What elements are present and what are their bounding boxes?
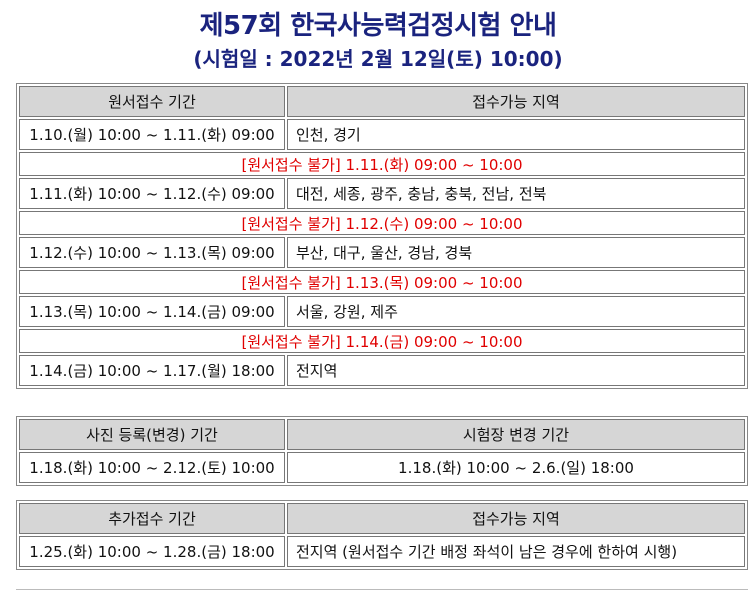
closed-notice: [원서접수 불가] 1.12.(수) 09:00 ~ 10:00 [19,211,745,235]
application-period-cell: 1.14.(금) 10:00 ~ 1.17.(월) 18:00 [19,355,285,386]
header-available-region: 접수가능 지역 [287,86,745,117]
region-cell: 부산, 대구, 울산, 경남, 경북 [287,237,745,268]
region-cell: 전지역 (원서접수 기간 배정 좌석이 남은 경우에 한하여 시행) [287,536,745,567]
header-application-period: 원서접수 기간 [19,86,285,117]
venue-change-period-cell: 1.18.(화) 10:00 ~ 2.6.(일) 18:00 [287,452,745,483]
header-additional-period: 추가접수 기간 [19,503,285,534]
application-period-cell: 1.11.(화) 10:00 ~ 1.12.(수) 09:00 [19,178,285,209]
table-row: 1.10.(월) 10:00 ~ 1.11.(화) 09:00 인천, 경기 [19,119,745,150]
exam-date-subtitle: (시험일 : 2022년 2월 12일(토) 10:00) [193,47,563,71]
additional-period-cell: 1.25.(화) 10:00 ~ 1.28.(금) 18:00 [19,536,285,567]
application-period-cell: 1.13.(목) 10:00 ~ 1.14.(금) 09:00 [19,296,285,327]
closed-notice: [원서접수 불가] 1.14.(금) 09:00 ~ 10:00 [19,329,745,353]
application-period-cell: 1.12.(수) 10:00 ~ 1.13.(목) 09:00 [19,237,285,268]
table-row: 1.12.(수) 10:00 ~ 1.13.(목) 09:00 부산, 대구, … [19,237,745,268]
table-header-row: 사진 등록(변경) 기간 시험장 변경 기간 [19,419,745,450]
table-row: 1.25.(화) 10:00 ~ 1.28.(금) 18:00 전지역 (원서접… [19,536,745,567]
table-row: 1.14.(금) 10:00 ~ 1.17.(월) 18:00 전지역 [19,355,745,386]
application-schedule-table: 원서접수 기간 접수가능 지역 1.10.(월) 10:00 ~ 1.11.(화… [16,83,748,389]
region-cell: 서울, 강원, 제주 [287,296,745,327]
closed-row: [원서접수 불가] 1.13.(목) 09:00 ~ 10:00 [19,270,745,294]
table-row: 1.18.(화) 10:00 ~ 2.12.(토) 10:00 1.18.(화)… [19,452,745,483]
change-schedule-table: 사진 등록(변경) 기간 시험장 변경 기간 1.18.(화) 10:00 ~ … [16,416,748,486]
photo-change-period-cell: 1.18.(화) 10:00 ~ 2.12.(토) 10:00 [19,452,285,483]
region-cell: 전지역 [287,355,745,386]
table-row: 1.11.(화) 10:00 ~ 1.12.(수) 09:00 대전, 세종, … [19,178,745,209]
header-venue-change-period: 시험장 변경 기간 [287,419,745,450]
table-header-row: 추가접수 기간 접수가능 지역 [19,503,745,534]
closed-row: [원서접수 불가] 1.11.(화) 09:00 ~ 10:00 [19,152,745,176]
closed-notice: [원서접수 불가] 1.13.(목) 09:00 ~ 10:00 [19,270,745,294]
region-cell: 대전, 세종, 광주, 충남, 충북, 전남, 전북 [287,178,745,209]
table-row: 1.13.(목) 10:00 ~ 1.14.(금) 09:00 서울, 강원, … [19,296,745,327]
divider [16,589,748,590]
header-available-region: 접수가능 지역 [287,503,745,534]
closed-row: [원서접수 불가] 1.14.(금) 09:00 ~ 10:00 [19,329,745,353]
application-period-cell: 1.10.(월) 10:00 ~ 1.11.(화) 09:00 [19,119,285,150]
region-cell: 인천, 경기 [287,119,745,150]
page-title: 제57회 한국사능력검정시험 안내 [199,11,557,41]
closed-notice: [원서접수 불가] 1.11.(화) 09:00 ~ 10:00 [19,152,745,176]
header-photo-change-period: 사진 등록(변경) 기간 [19,419,285,450]
table-header-row: 원서접수 기간 접수가능 지역 [19,86,745,117]
additional-application-table: 추가접수 기간 접수가능 지역 1.25.(화) 10:00 ~ 1.28.(금… [16,500,748,570]
closed-row: [원서접수 불가] 1.12.(수) 09:00 ~ 10:00 [19,211,745,235]
